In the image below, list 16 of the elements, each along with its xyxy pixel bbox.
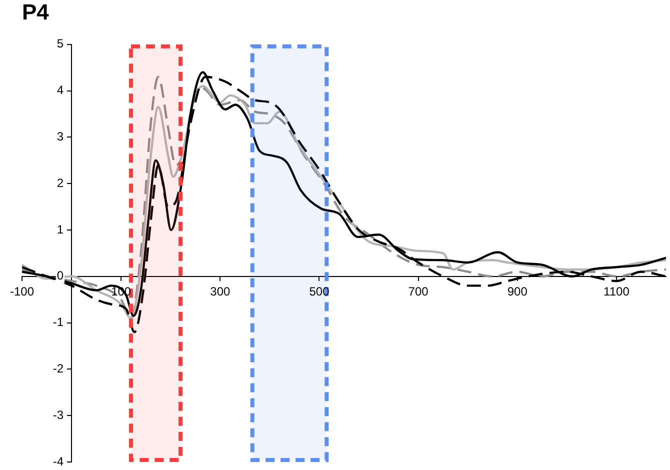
y-tick-label: 3	[56, 130, 64, 144]
x-tick-label: 700	[408, 284, 429, 299]
x-tick-label: 900	[507, 284, 528, 299]
y-tick-label: -3	[52, 408, 64, 422]
y-tick-label: 4	[56, 83, 64, 98]
y-tick-label: 0	[56, 268, 64, 283]
y-tick-label: -1	[52, 315, 64, 330]
x-tick-label: -100	[10, 284, 34, 299]
chart-title: P4	[22, 0, 50, 24]
y-tick-label: 1	[56, 222, 64, 236]
y-tick-label: 2	[56, 176, 64, 190]
x-tick-label: 1100	[604, 284, 630, 299]
y-tick-label: -2	[52, 362, 64, 376]
y-tick-label: 5	[56, 36, 64, 51]
y-tick-label: -4	[52, 454, 64, 468]
x-tick-label: 300	[210, 284, 230, 299]
